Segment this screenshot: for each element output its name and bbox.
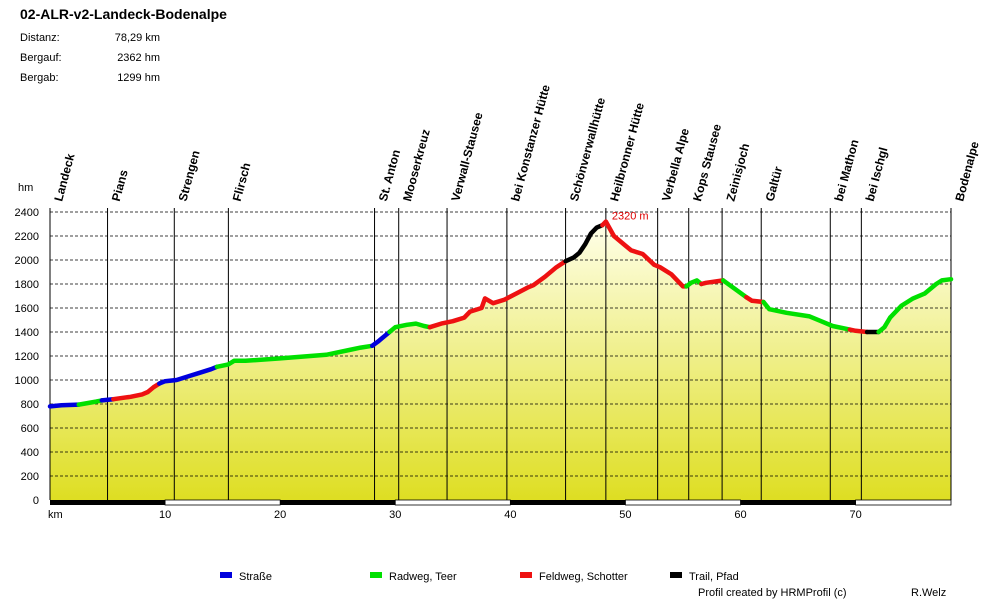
x-axis-segment (855, 499, 952, 506)
profile-segment (699, 278, 726, 287)
y-tick-label: 1800 (15, 279, 39, 291)
x-tick-label: 70 (849, 509, 861, 521)
x-axis-label: km (48, 509, 63, 521)
y-tick-label: 2400 (15, 207, 39, 219)
legend-swatch (520, 572, 532, 578)
waypoint-label: bei Konstanzer Hütte (508, 83, 553, 203)
elevation-area (50, 221, 951, 500)
x-axis-segment (394, 499, 511, 506)
profile-segment (563, 222, 605, 264)
y-tick-label: 1000 (15, 375, 39, 387)
y-tick-label: 2000 (15, 255, 39, 267)
profile-segment (427, 258, 568, 330)
stat-descent-value: 1299 hm (117, 72, 160, 84)
stat-descent-label: Bergab: (20, 72, 59, 84)
waypoint-label: Landeck (51, 152, 77, 203)
x-tick-label: 30 (389, 509, 401, 521)
y-tick-label: 200 (21, 471, 39, 483)
legend-swatch (370, 572, 382, 578)
y-axis-label: hm (18, 182, 33, 194)
profile-segment (847, 327, 870, 335)
profile-segment (369, 329, 392, 349)
x-axis-segment (625, 499, 741, 506)
waypoint-label: Bodenalpe (952, 140, 981, 203)
x-tick-label: 40 (504, 509, 516, 521)
credit-text: Profil created by HRMProfil (c) (698, 587, 847, 599)
x-tick-label: 20 (274, 509, 286, 521)
profile-segment (684, 278, 704, 289)
y-tick-label: 800 (21, 399, 39, 411)
x-tick-label: 50 (619, 509, 631, 521)
x-tick-label: 60 (734, 509, 746, 521)
y-tick-label: 400 (21, 447, 39, 459)
stat-distance-value: 78,29 km (114, 32, 160, 44)
waypoint-label: Strengen (176, 149, 203, 203)
waypoint-label: Flirsch (230, 161, 254, 203)
legend-label: Straße (239, 571, 272, 583)
profile-segment (214, 343, 375, 370)
profile-segment (720, 278, 749, 300)
y-tick-label: 1600 (15, 303, 39, 315)
waypoint-label: Kops Stausee (690, 122, 724, 203)
y-tick-label: 2200 (15, 231, 39, 243)
stat-ascent-value: 2362 hm (117, 52, 160, 64)
profile-segment (600, 219, 689, 289)
max-elevation-label: 2320 m (612, 211, 649, 223)
waypoint-label: Pians (109, 168, 131, 203)
author-text: R.Welz (911, 587, 947, 599)
profile-segment (876, 276, 954, 335)
x-tick-label: 10 (159, 509, 171, 521)
y-tick-label: 1400 (15, 327, 39, 339)
profile-title: 02-ALR-v2-Landeck-Bodenalpe (20, 6, 227, 22)
waypoint-label: Schönverwallhütte (567, 96, 608, 203)
legend-label: Feldweg, Schotter (539, 571, 628, 583)
waypoint-label: Zeinisjoch (723, 142, 752, 203)
y-tick-label: 600 (21, 423, 39, 435)
profile-segment (761, 299, 853, 332)
waypoint-label: Galtür (763, 165, 786, 203)
legend-swatch (670, 572, 682, 578)
legend-swatch (220, 572, 232, 578)
y-tick-label: 0 (33, 495, 39, 507)
profile-segment (744, 294, 766, 305)
y-tick-label: 1200 (15, 351, 39, 363)
profile-segment (387, 321, 433, 335)
waypoint-label: bei Ischgl (863, 146, 891, 203)
x-axis-segment (164, 499, 281, 506)
waypoint-label: bei Mathon (832, 138, 862, 203)
legend-label: Trail, Pfad (689, 571, 739, 583)
profile-segment (157, 364, 220, 386)
waypoint-label: St. Anton (376, 148, 403, 203)
waypoint-label: Heilbronner Hütte (607, 101, 647, 203)
stat-ascent-label: Bergauf: (20, 52, 62, 64)
profile-segment (47, 402, 82, 409)
profile-segment (111, 381, 162, 402)
waypoint-label: Verbella Alpe (659, 126, 692, 202)
stat-distance-label: Distanz: (20, 32, 60, 44)
waypoint-label: Mooserkreuz (400, 128, 433, 203)
legend-label: Radweg, Teer (389, 571, 457, 583)
waypoint-label: Verwall-Stausee (448, 111, 485, 203)
